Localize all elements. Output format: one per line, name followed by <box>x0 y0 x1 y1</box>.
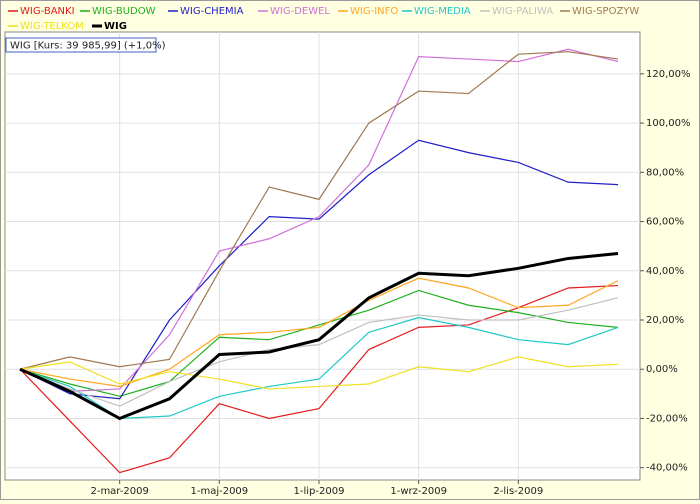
legend-label: WIG-INFO <box>350 6 398 17</box>
series-line <box>19 297 619 407</box>
y-tick-label: -20,00% <box>646 413 688 424</box>
x-tick-label: 2-mar-2009 <box>90 486 148 497</box>
x-tick-label: 2-lis-2009 <box>493 486 543 497</box>
series-line <box>19 51 619 370</box>
legend-label: WIG <box>104 21 127 32</box>
series-line <box>19 277 619 388</box>
y-tick-label: 0,00% <box>646 364 678 375</box>
y-tick-label: 120,00% <box>646 69 691 80</box>
legend-label: WIG-PALIWA <box>492 6 553 17</box>
series-line <box>19 289 619 397</box>
y-tick-label: 80,00% <box>646 167 684 178</box>
legend-label: WIG-TELKOM <box>20 21 84 32</box>
x-tick-label: 1-maj-2009 <box>190 486 248 497</box>
series-line <box>19 252 619 421</box>
legend-label: WIG-BANKI <box>20 6 75 17</box>
x-tick-label: 1-wrz-2009 <box>390 486 447 497</box>
legend-label: WIG-DEWEL <box>270 6 330 17</box>
x-tick-label: 1-lip-2009 <box>294 486 345 497</box>
y-tick-label: 20,00% <box>646 315 684 326</box>
plot-area <box>4 31 641 481</box>
series-line <box>19 48 619 392</box>
y-tick-label: -40,00% <box>646 463 688 474</box>
legend-label: WIG-SPOZYW <box>572 6 639 17</box>
series-line <box>19 356 619 390</box>
y-tick-label: 60,00% <box>646 217 684 228</box>
legend-label: WIG-MEDIA <box>414 6 471 17</box>
y-tick-label: 100,00% <box>646 118 691 129</box>
legend-label: WIG-BUDOW <box>92 6 156 17</box>
series-line <box>19 139 619 400</box>
annotation: WIG [Kurs: 39 985,99] (+1,0%) <box>10 41 166 52</box>
legend-label: WIG-CHEMIA <box>180 6 244 17</box>
annotation-box <box>5 37 157 53</box>
y-tick-label: 40,00% <box>646 266 684 277</box>
